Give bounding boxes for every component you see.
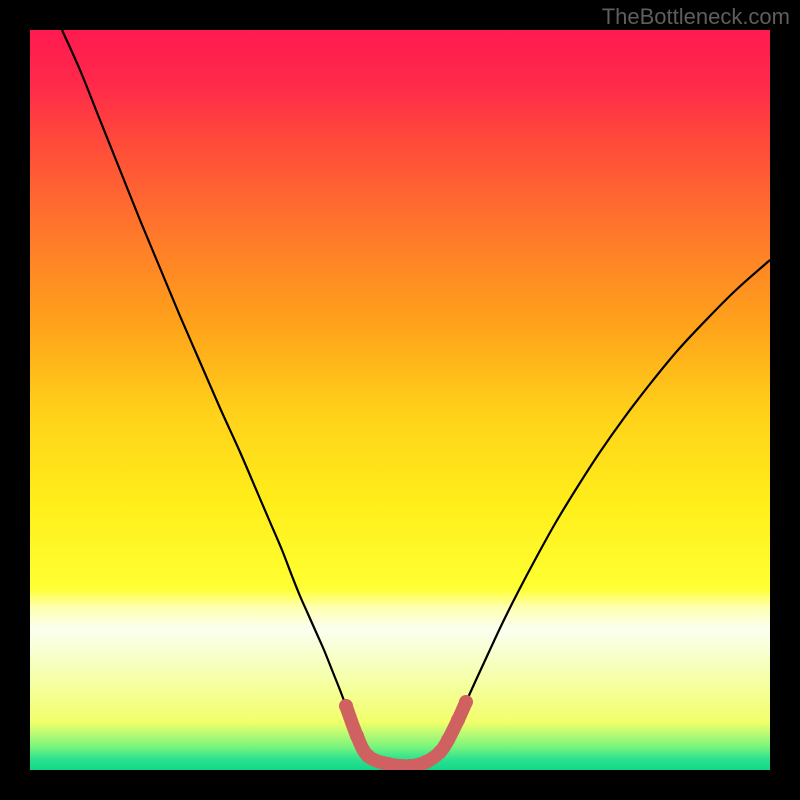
highlight-marker <box>361 749 375 763</box>
highlight-marker <box>441 733 455 747</box>
highlight-marker <box>459 695 473 709</box>
highlight-marker <box>350 729 364 743</box>
highlight-marker <box>451 713 465 727</box>
watermark-text: TheBottleneck.com <box>602 4 790 30</box>
chart-stage: TheBottleneck.com <box>0 0 800 800</box>
plot-background <box>30 30 770 770</box>
highlight-marker <box>381 757 395 771</box>
highlight-marker <box>433 745 447 759</box>
highlight-marker <box>339 699 353 713</box>
bottleneck-curve-chart <box>0 0 800 800</box>
highlight-marker <box>419 755 433 769</box>
